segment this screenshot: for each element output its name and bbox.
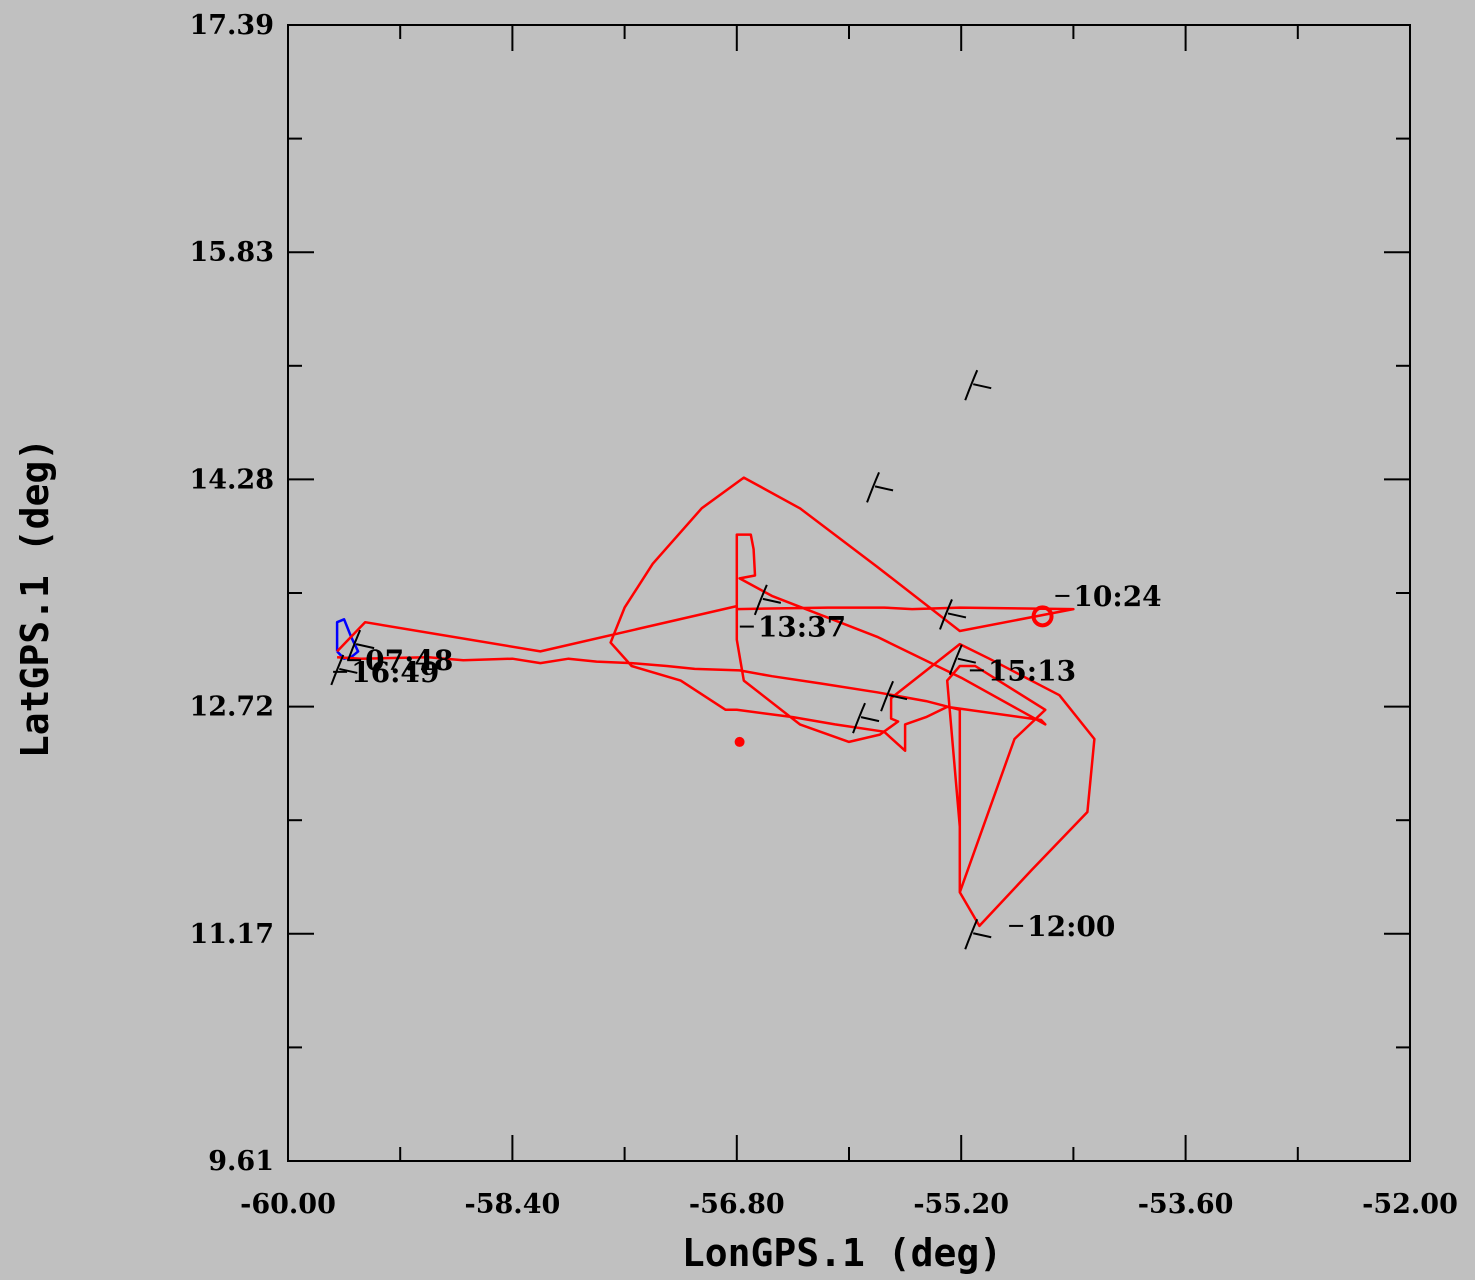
- wind-barb: [964, 369, 992, 401]
- plot-frame: [287, 24, 1411, 1162]
- time-annotation: 07:48: [365, 644, 453, 677]
- track-start-marker: [734, 736, 745, 747]
- main-track-line: [336, 476, 1096, 928]
- y-tick-label: 9.61: [208, 1146, 274, 1177]
- x-tick-label: -60.00: [240, 1189, 336, 1220]
- wind-barb: [330, 654, 358, 686]
- wind-barb: [880, 680, 908, 712]
- time-annotation: 16:49: [351, 656, 439, 689]
- wind-barb: [964, 918, 992, 950]
- y-tick-label: 11.17: [189, 919, 274, 950]
- x-axis-title: LonGPS.1 (deg): [682, 1231, 1002, 1275]
- wind-barbs: [330, 369, 992, 950]
- x-tick-label: -58.40: [465, 1189, 561, 1220]
- y-tick-label: 14.28: [189, 464, 274, 495]
- y-tick-label: 17.39: [189, 10, 274, 41]
- flight-tracks: [335, 476, 1096, 928]
- x-axis: -60.00 -58.40 -56.80 -55.20 -53.60 -52.00: [240, 25, 1458, 1220]
- x-tick-label: -52.00: [1362, 1189, 1458, 1220]
- wind-barb: [852, 702, 880, 734]
- time-annotation: 13:37: [758, 611, 846, 644]
- time-annotation: 15:13: [988, 654, 1076, 687]
- x-tick-label: -55.20: [913, 1189, 1009, 1220]
- wind-barb: [347, 629, 375, 661]
- track-endpoints: [734, 605, 1054, 747]
- y-axis: 17.39 15.83 14.28 12.72 11.17 9.61: [189, 10, 1410, 1177]
- wind-barb: [866, 472, 894, 503]
- x-tick-label: -56.80: [689, 1189, 785, 1220]
- time-annotation: 12:00: [1027, 910, 1115, 943]
- y-tick-label: 12.72: [189, 692, 274, 723]
- y-axis-title: LatGPS.1 (deg): [13, 438, 57, 758]
- wind-barb: [948, 644, 977, 676]
- y-tick-label: 15.83: [189, 237, 274, 268]
- wind-barb: [753, 584, 782, 616]
- track-end-marker: [1031, 605, 1054, 628]
- wind-barb: [939, 599, 967, 630]
- x-tick-label: -53.60: [1138, 1189, 1234, 1220]
- time-annotation: 10:24: [1073, 580, 1161, 613]
